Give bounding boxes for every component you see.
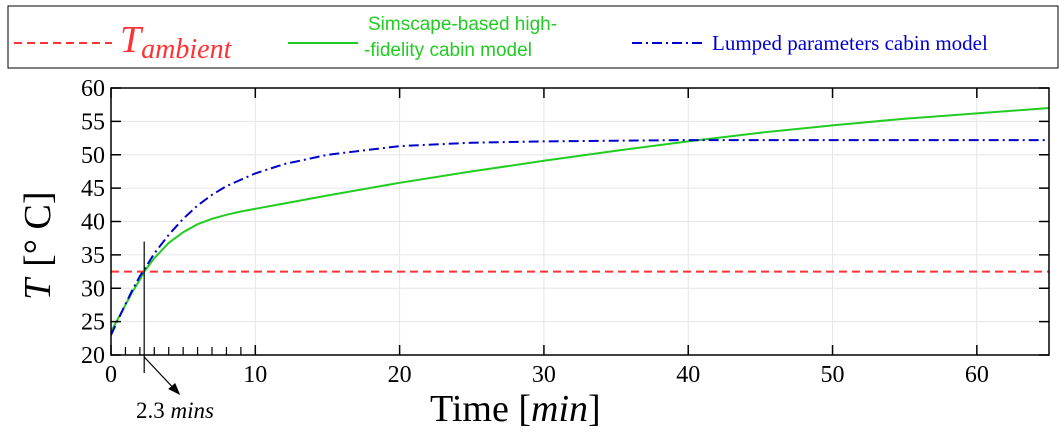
y-axis-label-unit: [° C]	[17, 192, 59, 267]
legend-label-ambient-main: T	[120, 19, 144, 61]
legend-label-ambient-sub: ambient	[141, 34, 232, 65]
y-tick-label: 20	[81, 343, 105, 369]
annotation-value: 2.3	[136, 398, 171, 423]
annotation-arrow-shaft	[143, 356, 177, 392]
x-tick-label: 50	[821, 362, 845, 388]
y-tick-label: 35	[81, 243, 105, 269]
x-tick-label: 60	[965, 362, 989, 388]
y-tick-label: 60	[81, 76, 105, 102]
x-tick-label: 30	[532, 362, 556, 388]
x-axis-label-prefix: Time [	[430, 388, 531, 430]
annotation-unit: mins	[171, 398, 215, 423]
y-axis-label-symbol: T	[17, 276, 59, 300]
legend-label-simscape-line2: -fidelity cabin model	[364, 40, 532, 61]
annotation-label: 2.3 mins	[136, 398, 214, 423]
x-axis-label: Time [min]	[430, 388, 601, 430]
grid	[110, 87, 1049, 356]
y-tick-label: 40	[81, 210, 105, 236]
x-tick-label: 0	[105, 362, 117, 388]
legend-label-lumped: Lumped parameters cabin model	[712, 31, 988, 55]
annotation: 2.3 mins	[136, 241, 214, 423]
series-layer	[110, 107, 1050, 336]
series-line-simscape	[110, 107, 1050, 333]
y-tick-label: 30	[81, 276, 105, 302]
legend-label-ambient: Tambient	[120, 19, 233, 65]
legend-box	[7, 5, 1059, 69]
x-tick-label: 40	[676, 362, 700, 388]
legend-label-simscape-line1: Simscape-based high-	[368, 14, 557, 35]
y-tick-label: 45	[81, 176, 105, 202]
x-tick-label: 20	[388, 362, 412, 388]
ticks: 0 10 20 30 40 50 60 20 25 30 35 40 45 50 55 60	[81, 76, 1049, 388]
series-line-lumped	[110, 139, 1049, 336]
x-tick-label: 10	[243, 362, 267, 388]
y-tick-label: 25	[81, 310, 105, 336]
x-axis-label-unit: min	[531, 388, 588, 430]
legend: Tambient Simscape-based high- -fidelity …	[7, 5, 1059, 69]
annotation-arrowhead	[168, 383, 181, 395]
y-tick-label: 55	[81, 109, 105, 135]
x-axis-label-suffix: ]	[588, 388, 601, 430]
y-tick-label: 50	[81, 143, 105, 169]
y-axis-label: T [° C]	[17, 192, 59, 301]
